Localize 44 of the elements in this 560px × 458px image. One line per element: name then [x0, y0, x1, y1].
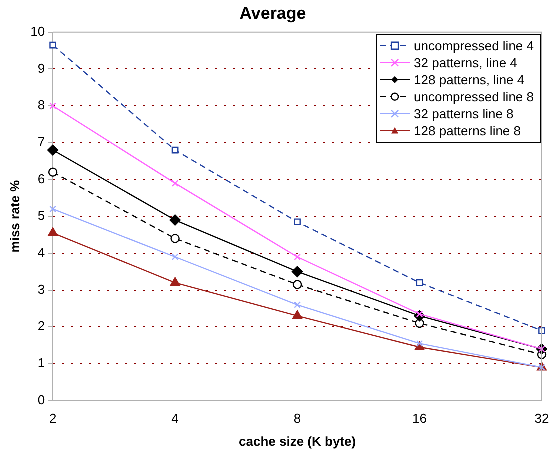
- y-tick-label: 0: [38, 392, 46, 408]
- y-tick-label: 9: [38, 60, 46, 76]
- point: [294, 254, 301, 261]
- y-tick-label: 2: [38, 318, 46, 334]
- y-tick-label: 6: [38, 171, 46, 186]
- point: [172, 180, 179, 187]
- y-tick-label: 7: [38, 134, 46, 150]
- y-tick-label: 5: [38, 208, 46, 224]
- legend-label: uncompressed line 8: [414, 89, 534, 104]
- legend-label: uncompressed line 4: [414, 38, 534, 54]
- point: [48, 228, 58, 236]
- legend-label: 128 patterns, line 4: [414, 72, 525, 88]
- point: [292, 280, 302, 290]
- x-tick-label: 8: [294, 411, 302, 426]
- point: [292, 266, 304, 278]
- legend-label: 128 patterns line 8: [414, 123, 522, 138]
- legend-label: 32 patterns, line 4: [414, 55, 518, 70]
- legend-label: 32 patterns line 8: [414, 106, 514, 122]
- point: [172, 146, 179, 154]
- x-tick-label: 4: [172, 411, 179, 426]
- point: [170, 277, 180, 286]
- point: [50, 42, 56, 49]
- y-tick-label: 4: [38, 245, 46, 260]
- point: [170, 234, 180, 244]
- y-tick-label: 3: [38, 282, 46, 297]
- point: [50, 102, 56, 110]
- x-axis-title: cache size (K byte): [239, 434, 356, 449]
- x-tick-label: 2: [49, 411, 57, 426]
- y-tick-label: 8: [38, 98, 46, 113]
- point: [416, 279, 424, 286]
- y-tick-label: 1: [38, 356, 46, 371]
- point: [170, 214, 181, 226]
- chart-title: Average: [240, 4, 306, 23]
- x-tick-label: 16: [412, 411, 427, 426]
- point: [292, 310, 302, 320]
- point: [294, 302, 301, 308]
- point: [294, 218, 301, 226]
- y-tick-label: 10: [30, 24, 46, 39]
- y-axis-title: miss rate %: [7, 180, 22, 253]
- point: [47, 144, 59, 156]
- point: [50, 206, 56, 213]
- x-tick-label: 32: [534, 411, 550, 426]
- point: [48, 168, 58, 177]
- point: [172, 254, 179, 261]
